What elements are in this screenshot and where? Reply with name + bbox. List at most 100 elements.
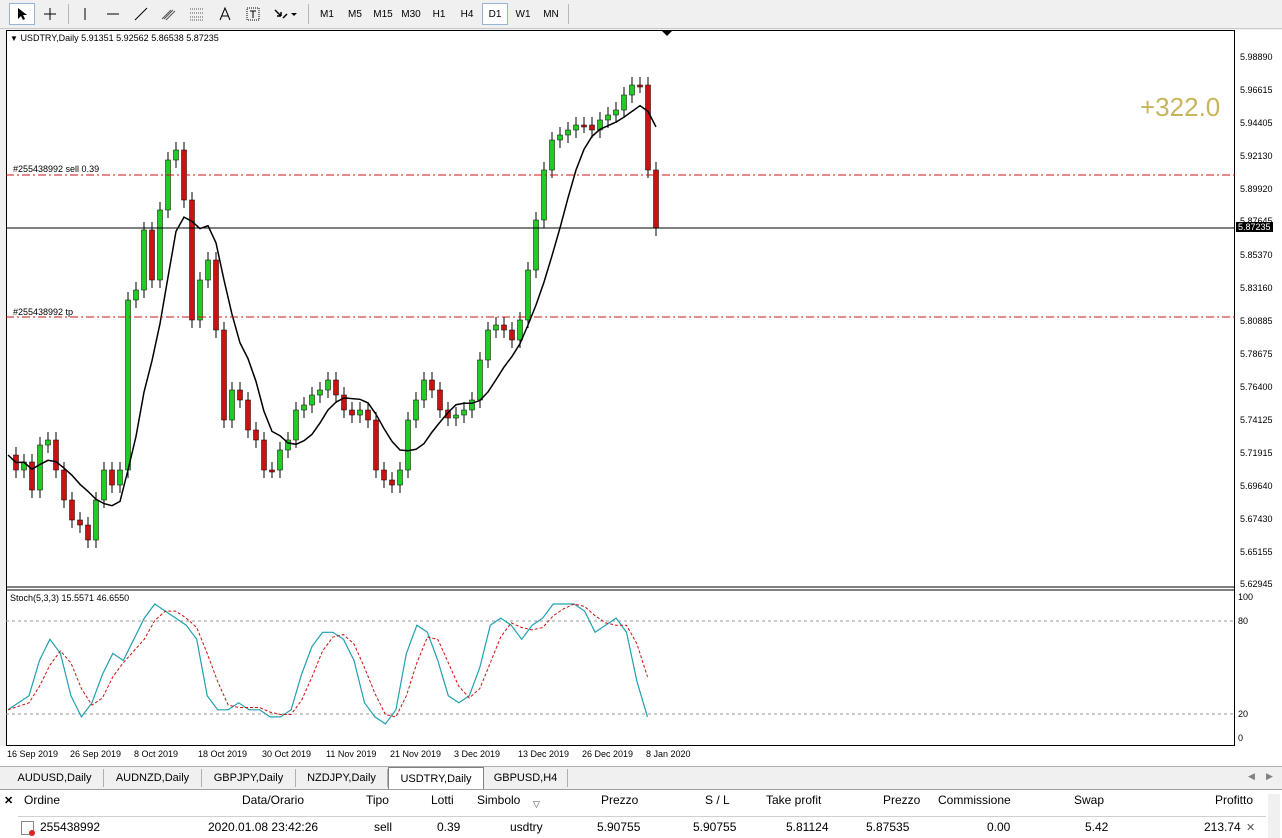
chart-tabs: AUDUSD,Daily AUDNZD,Daily GBPJPY,Daily N… [0, 766, 1282, 789]
bearish-candle [501, 324, 507, 331]
chart-canvas[interactable] [0, 0, 1282, 766]
bearish-candle [269, 469, 275, 473]
bullish-candle [557, 134, 563, 141]
bearish-candle [149, 229, 155, 281]
equidistant-channel-tool-icon[interactable] [156, 3, 182, 25]
trendline-tool-icon[interactable] [128, 3, 154, 25]
price-tick: 5.94405 [1240, 118, 1273, 128]
cell-swap: 5.42 [1085, 820, 1109, 834]
col-header-data-orario[interactable]: Data/Orario [242, 793, 305, 807]
bearish-candle [645, 84, 651, 171]
tab-nzdjpy-daily[interactable]: NZDJPY,Daily [296, 769, 388, 787]
col-header-ordine[interactable]: Ordine [24, 793, 61, 807]
bullish-candle [413, 399, 419, 421]
scroll-left-icon[interactable]: ◀ [1248, 771, 1255, 781]
bearish-candle [237, 389, 243, 401]
bearish-candle [637, 84, 643, 88]
timeframe-mn-button[interactable]: MN [543, 8, 559, 20]
col-header-take-profit[interactable]: Take profit [766, 793, 822, 807]
chart-toolbar: M1 M5 M15 M30 H1 H4 D1 W1 MN [0, 0, 1282, 29]
col-header-lotti[interactable]: Lotti [431, 793, 454, 807]
bearish-candle [509, 329, 515, 341]
timeframe-h4-button[interactable]: H4 [460, 8, 474, 20]
close-terminal-icon[interactable]: ✕ [4, 795, 14, 807]
timeframe-d1-button[interactable]: D1 [482, 3, 508, 25]
fibonacci-tool-icon[interactable] [184, 3, 210, 25]
scroll-right-icon[interactable]: ▶ [1266, 771, 1273, 781]
bearish-candle [381, 469, 387, 481]
bullish-candle [533, 219, 539, 271]
price-tick: 5.89920 [1240, 184, 1273, 194]
col-header-simbolo[interactable]: Simbolo [477, 793, 521, 807]
terminal-scrollbar[interactable] [1268, 794, 1280, 838]
cursor-tool-icon[interactable] [9, 3, 35, 25]
bullish-candle [205, 259, 211, 281]
bullish-candle [93, 499, 99, 541]
tab-gbpusd-h4[interactable]: GBPUSD,H4 [484, 769, 568, 787]
tab-audusd-daily[interactable]: AUDUSD,Daily [6, 769, 104, 787]
bullish-candle [573, 124, 579, 131]
col-header-profitto[interactable]: Profitto [1215, 793, 1254, 807]
profit-label: +322.0 [1140, 92, 1221, 122]
indicator-tick: 100 [1238, 592, 1254, 602]
text-tool-icon[interactable] [212, 3, 238, 25]
sort-filter-icon[interactable]: ▽ [533, 799, 540, 809]
bullish-candle [317, 389, 323, 396]
cell-prezzo-corrente: 5.87535 [866, 820, 910, 834]
tab-usdtry-daily[interactable]: USDTRY,Daily [388, 767, 484, 789]
bullish-candle [541, 169, 547, 221]
tab-gbpjpy-daily[interactable]: GBPJPY,Daily [202, 769, 296, 787]
time-axis [0, 746, 1282, 766]
bullish-candle [605, 114, 611, 121]
text-label-tool-icon[interactable] [240, 3, 266, 25]
bullish-candle [565, 129, 571, 136]
cell-profitto: 213.74 [1204, 820, 1241, 834]
date-tick: 16 Sep 2019 [7, 749, 59, 759]
col-header-prezzo-corrente[interactable]: Prezzo [883, 793, 921, 807]
price-tick: 5.65155 [1240, 547, 1273, 557]
col-header-swap[interactable]: Swap [1074, 793, 1105, 807]
col-header-tipo[interactable]: Tipo [366, 793, 389, 807]
cell-commissione: 0.00 [987, 820, 1011, 834]
crosshair-tool-icon[interactable] [37, 3, 63, 25]
bullish-candle [125, 299, 131, 471]
bullish-candle [45, 439, 51, 446]
bearish-candle [365, 409, 371, 421]
bearish-candle [189, 199, 195, 321]
order-icon [21, 821, 35, 836]
arrows-tool-icon[interactable] [268, 3, 302, 25]
tab-audnzd-daily[interactable]: AUDNZD,Daily [104, 769, 202, 787]
price-axis [1235, 30, 1282, 746]
col-header-stop-loss[interactable]: S / L [705, 793, 730, 807]
timeframe-m1-button[interactable]: M1 [320, 8, 334, 20]
bullish-candle [397, 469, 403, 486]
col-header-prezzo-apertura[interactable]: Prezzo [601, 793, 639, 807]
bullish-candle [469, 399, 475, 411]
bearish-candle [333, 379, 339, 396]
col-header-commissione[interactable]: Commissione [938, 793, 1011, 807]
price-tick: 5.87645 [1240, 216, 1273, 226]
timeframe-h1-button[interactable]: H1 [432, 8, 446, 20]
chart-window[interactable] [6, 30, 1235, 746]
collapse-arrow-icon[interactable]: ▼ [10, 34, 18, 43]
cell-stop-loss: 5.90755 [693, 820, 737, 834]
date-tick: 13 Dec 2019 [518, 749, 570, 759]
close-order-icon[interactable]: ✕ [1246, 822, 1256, 834]
timeframe-m30-button[interactable]: M30 [401, 8, 421, 20]
bullish-candle [165, 159, 171, 211]
bearish-candle [245, 399, 251, 431]
bullish-candle [325, 379, 331, 391]
timeframe-m15-button[interactable]: M15 [373, 8, 393, 20]
bullish-candle [173, 149, 179, 161]
bullish-candle [357, 409, 363, 416]
vertical-line-tool-icon[interactable] [72, 3, 98, 25]
timeframe-w1-button[interactable]: W1 [515, 8, 531, 20]
bearish-candle [437, 389, 443, 411]
bearish-candle [261, 439, 267, 471]
bearish-candle [341, 394, 347, 411]
terminal-panel: ✕ Ordine Data/Orario Tipo Lotti Simbolo … [0, 789, 1282, 838]
bearish-candle [253, 429, 259, 441]
bullish-candle [141, 229, 147, 291]
timeframe-m5-button[interactable]: M5 [348, 8, 362, 20]
horizontal-line-tool-icon[interactable] [100, 3, 126, 25]
